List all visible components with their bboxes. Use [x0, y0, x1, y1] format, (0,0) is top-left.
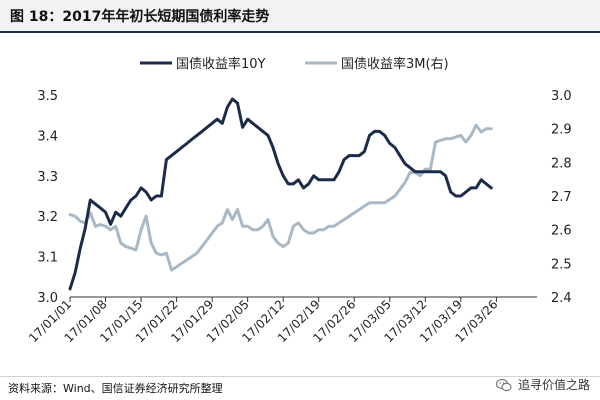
y-left-tick-label: 3.2	[37, 210, 58, 225]
y-right-tick-label: 2.9	[551, 123, 572, 138]
watermark: 追寻价值之路	[495, 376, 590, 393]
footer-divider	[0, 376, 600, 377]
y-right-tick-label: 2.4	[551, 291, 572, 306]
y-left-tick-label: 3.5	[37, 89, 58, 104]
y-left-tick-label: 3.3	[37, 170, 58, 185]
series-line-10y	[68, 97, 493, 291]
y-right-tick-label: 2.8	[551, 156, 572, 171]
chart-title: 图 18：2017年年初长短期国债利率走势	[10, 9, 270, 25]
y-left-tick-label: 3.1	[37, 251, 58, 266]
chart-legend: 国债收益率10Y 国债收益率3M(右)	[140, 56, 449, 72]
y-right-tick-label: 2.5	[551, 257, 572, 272]
y-right-tick-label: 2.6	[551, 224, 572, 239]
y-left-tick-label: 3.0	[37, 291, 58, 306]
chart-series	[68, 97, 493, 291]
title-bar: 图 18：2017年年初长短期国债利率走势	[0, 0, 600, 31]
y-right-tick-label: 2.7	[551, 190, 572, 205]
series-line-3m	[68, 123, 493, 272]
wechat-icon	[495, 378, 512, 391]
legend-label-3m: 国债收益率3M(右)	[341, 56, 449, 72]
watermark-text: 追寻价值之路	[517, 378, 590, 392]
source-note: 资料来源：Wind、国信证券经济研究所整理	[8, 382, 223, 395]
y-right-tick-label: 3.0	[551, 89, 572, 104]
line-chart: 国债收益率10Y 国债收益率3M(右) 3.0 3.1 3.2 3.3 3.4 3.5 2.…	[26, 56, 572, 345]
title-divider	[0, 31, 600, 33]
y-left-tick-label: 3.4	[37, 129, 58, 144]
legend-label-10y: 国债收益率10Y	[176, 56, 266, 72]
